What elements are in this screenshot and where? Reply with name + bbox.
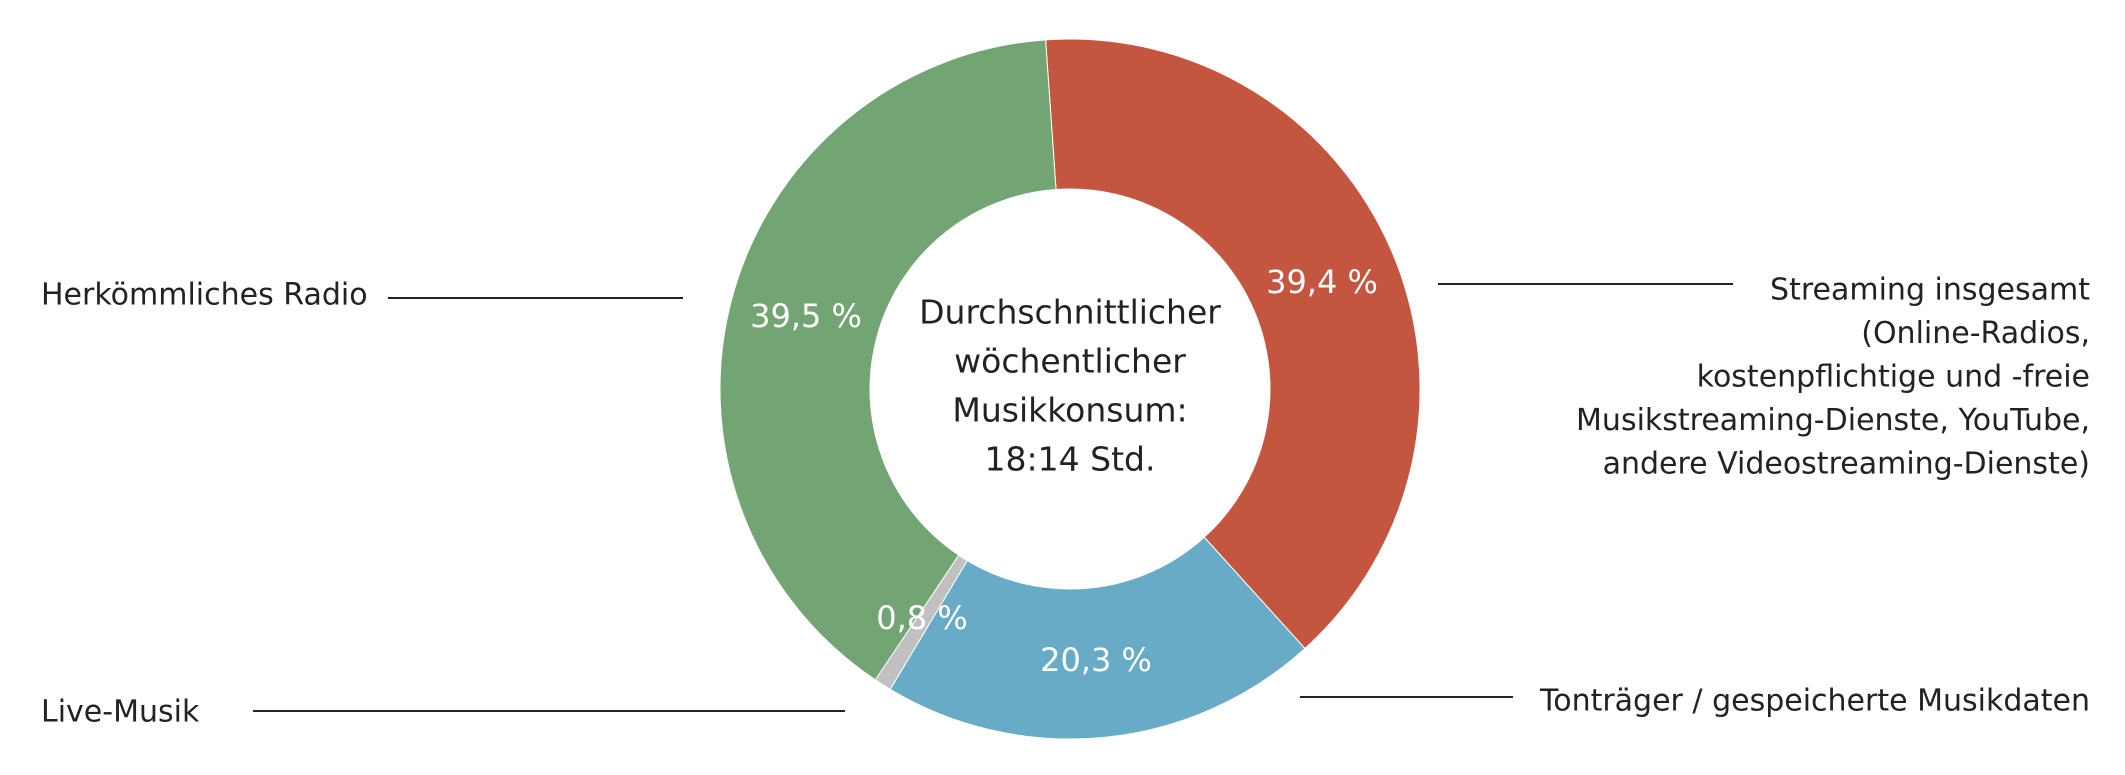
legend-label: Musikstreaming-Dienste, YouTube,	[1576, 403, 2090, 438]
legend-label: Streaming insgesamt	[1770, 273, 2090, 308]
legend-label: Live-Musik	[41, 695, 200, 730]
legend-label: (Online-Radios,	[1861, 316, 2090, 351]
center-text: Musikkonsum:	[952, 391, 1187, 430]
legend-label: andere Videostreaming-Dienste)	[1603, 447, 2090, 482]
center-text: Durchschnittlicher	[919, 293, 1221, 332]
center-text: wöchentlicher	[954, 342, 1186, 381]
value-label: 39,5 %	[750, 297, 862, 335]
legend-label: Tonträger / gespeicherte Musikdaten	[1539, 684, 2090, 719]
donut-segment	[1045, 38, 1421, 650]
donut-segment	[889, 536, 1306, 740]
center-text: 18:14 Std.	[985, 440, 1156, 479]
value-label: 20,3 %	[1040, 641, 1152, 679]
donut-segment	[719, 39, 1057, 681]
legend-label: Herkömmliches Radio	[41, 278, 368, 313]
value-label: 39,4 %	[1266, 263, 1378, 301]
value-label: 0,8 %	[876, 599, 967, 637]
legend-label: kostenpflichtige und -freie	[1697, 360, 2090, 395]
